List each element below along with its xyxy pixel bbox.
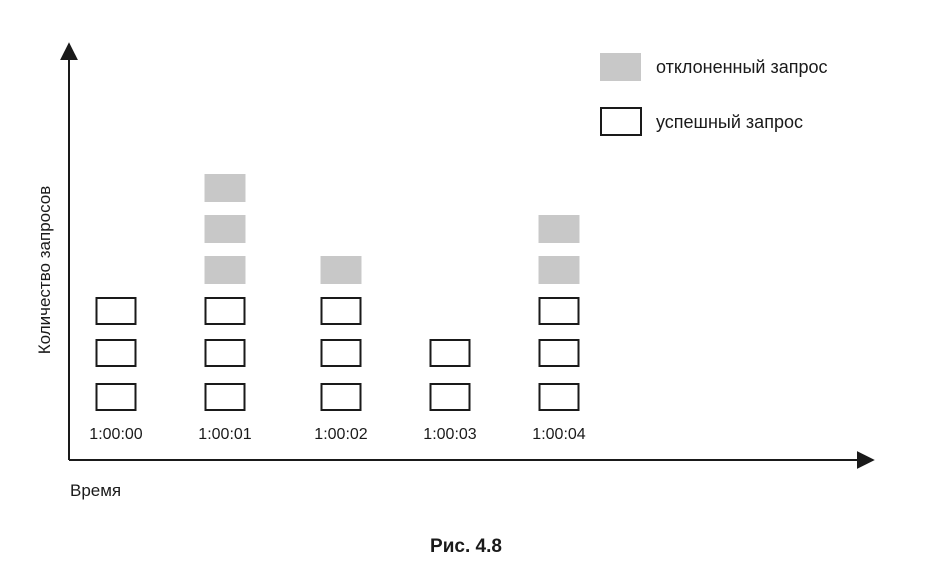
success-request-block [95, 383, 137, 411]
time-tick-label: 1:00:04 [532, 426, 585, 443]
time-tick-labels: 1:00:00 1:00:01 1:00:02 1:00:03 1:00:04 [89, 426, 585, 443]
rejected-request-block [320, 256, 362, 284]
rejected-request-block [204, 256, 246, 284]
time-tick-label: 1:00:01 [198, 426, 251, 443]
time-tick-label: 1:00:02 [314, 426, 367, 443]
success-request-block [320, 339, 362, 367]
x-axis-label: Время [70, 481, 121, 500]
time-tick-label: 1:00:00 [89, 426, 142, 443]
success-request-block [538, 383, 580, 411]
time-tick-label: 1:00:03 [423, 426, 476, 443]
rejected-request-block [204, 174, 246, 202]
success-request-block [204, 383, 246, 411]
legend-success-label: успешный запрос [656, 112, 803, 132]
success-request-block [429, 383, 471, 411]
success-request-block [320, 297, 362, 325]
success-request-block [95, 297, 137, 325]
legend: отклоненный запрос успешный запрос [600, 53, 828, 136]
success-request-block [320, 383, 362, 411]
legend-rejected-swatch [600, 53, 641, 81]
request-blocks [95, 174, 580, 411]
y-axis-label: Количество запросов [35, 186, 54, 355]
success-request-block [204, 339, 246, 367]
legend-success-swatch [600, 107, 642, 136]
rejected-request-block [538, 215, 580, 243]
figure-caption: Рис. 4.8 [430, 536, 502, 557]
success-request-block [538, 339, 580, 367]
success-request-block [95, 339, 137, 367]
legend-rejected-label: отклоненный запрос [656, 57, 828, 77]
success-request-block [538, 297, 580, 325]
success-request-block [204, 297, 246, 325]
rejected-request-block [538, 256, 580, 284]
rejected-request-block [204, 215, 246, 243]
success-request-block [429, 339, 471, 367]
